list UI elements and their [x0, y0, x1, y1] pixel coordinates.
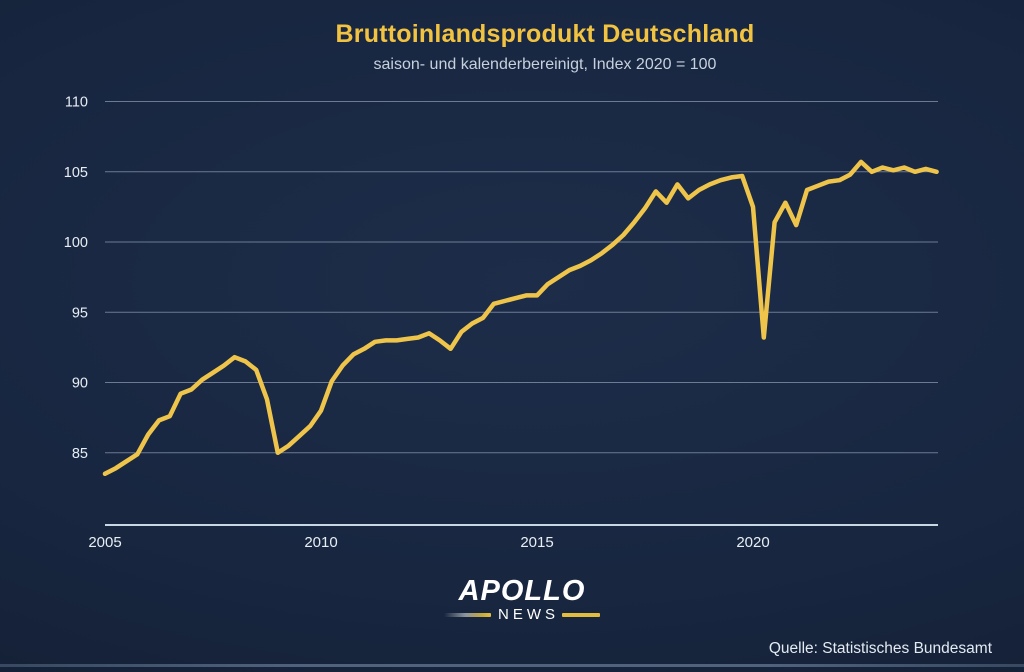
y-axis-tick-label: 100 [64, 235, 88, 251]
logo-bar-left [444, 613, 491, 617]
y-axis-tick-label: 90 [72, 376, 88, 392]
chart-header: Bruttoinlandsprodukt Deutschland saison-… [66, 20, 1024, 74]
logo-bar-right [562, 613, 600, 617]
logo-news-label: NEWS [498, 606, 559, 623]
logo-news-row: NEWS [412, 607, 632, 623]
logo-wordmark: APOLLO [458, 575, 586, 607]
x-axis-tick-label: 2015 [520, 534, 553, 551]
x-axis-tick-label: 2010 [304, 534, 337, 551]
x-axis-tick-label: 2020 [736, 534, 769, 551]
bottom-edge-highlight [0, 664, 1024, 667]
gridlines [105, 101, 938, 454]
y-axis-tick-label: 105 [64, 165, 88, 181]
x-axis-tick-label: 2005 [88, 534, 121, 551]
y-axis-tick-label: 95 [72, 305, 88, 321]
apollo-news-logo: APOLLO NEWS [412, 576, 632, 623]
gdp-line [102, 159, 939, 477]
y-axis-tick-label: 110 [65, 95, 88, 111]
source-attribution: Quelle: Statistisches Bundesamt [768, 640, 992, 657]
chart-title: Bruttoinlandsprodukt Deutschland [335, 20, 755, 48]
axis-tick-labels: 85 90 95 100 105 110 2005 2010 2015 2020 [64, 95, 770, 552]
chart-subtitle: saison- und kalenderbereinigt, Index 202… [373, 56, 717, 73]
y-axis-tick-label: 85 [72, 446, 88, 462]
